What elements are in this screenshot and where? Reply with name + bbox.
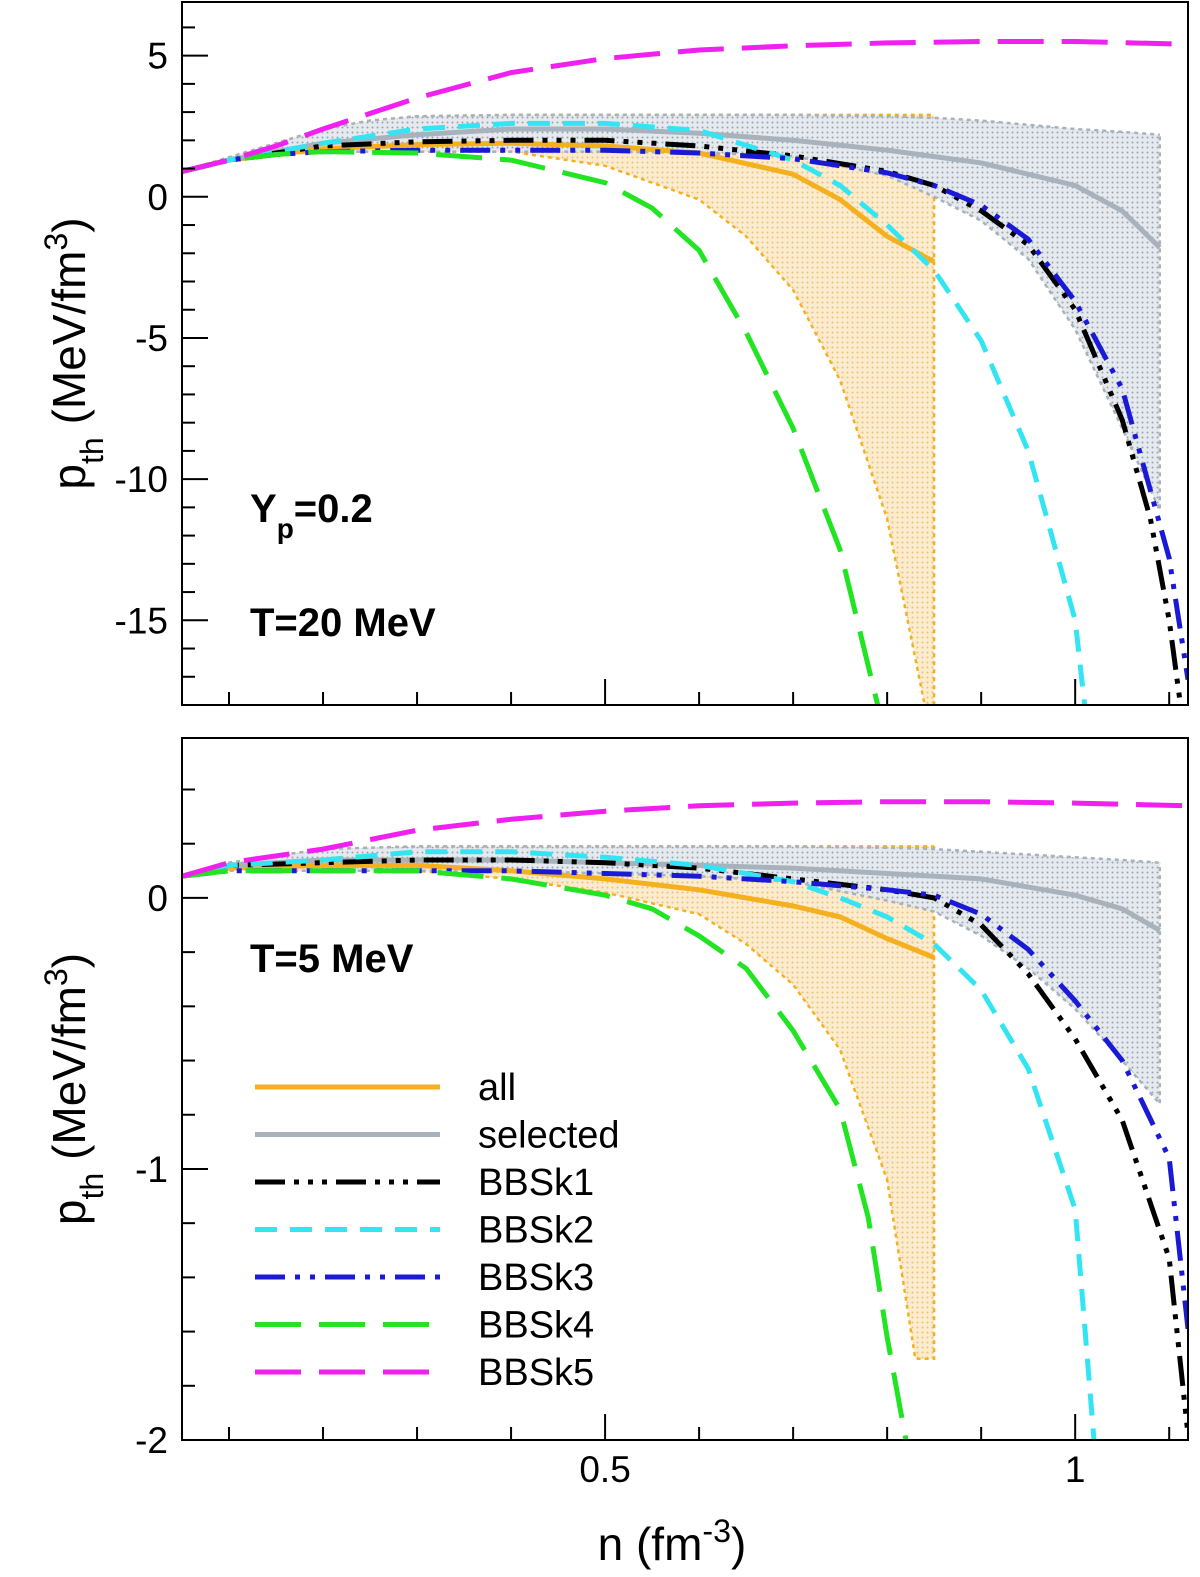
legend-label: all (478, 1067, 516, 1109)
band-lower (182, 134, 1162, 511)
legend-label: BBSk4 (478, 1305, 594, 1347)
x-axis-label: n (fm-3) (598, 1513, 747, 1570)
band-fill (182, 846, 935, 1359)
y-tick-label: -5 (135, 318, 168, 359)
x-tick-label: 0.5 (579, 1449, 630, 1490)
line (182, 862, 936, 960)
label-part: p (43, 1200, 95, 1226)
y-tick-label: -1 (135, 1149, 168, 1190)
label-part: p (43, 464, 95, 490)
line (182, 39, 1188, 174)
y-tick-label: -2 (135, 1420, 168, 1461)
line (182, 149, 881, 705)
label-part: (MeV/fm (43, 251, 95, 438)
label-part: th (74, 437, 110, 464)
label-part: n (fm (598, 1518, 703, 1570)
label-part: th (74, 1173, 110, 1200)
line (182, 120, 1088, 705)
label-part: T=20 MeV (250, 601, 436, 645)
plot-frame (181, 1, 1189, 706)
legend-label: BBSk2 (478, 1210, 594, 1252)
line (182, 137, 1183, 705)
line (182, 868, 1188, 1330)
legend-label: BBSk5 (478, 1352, 594, 1394)
label-part: ) (43, 217, 95, 232)
y-axis-label: pth (MeV/fm3) (38, 953, 110, 1225)
label-part: (MeV/fm (43, 986, 95, 1173)
y-tick-label: 5 (147, 36, 168, 77)
annotation: T=20 MeV (250, 601, 436, 645)
x-tick-label: 1 (1065, 1449, 1086, 1490)
plot-area (182, 799, 1188, 1440)
band-upper (182, 845, 1160, 878)
label-part: ) (731, 1518, 746, 1570)
band-lower (182, 862, 1162, 1108)
line (182, 799, 1188, 879)
label-part: 3 (38, 233, 74, 251)
line (182, 147, 1188, 680)
legend-label: BBSk1 (478, 1162, 594, 1204)
band-fill (182, 114, 1160, 511)
label-part: T=5 MeV (250, 937, 414, 981)
line (182, 868, 909, 1440)
y-tick-label: 0 (147, 177, 168, 218)
y-tick-label: 0 (147, 878, 168, 919)
plot-frame (181, 737, 1189, 1441)
label-part: =0.2 (294, 487, 373, 531)
label-part: -3 (702, 1513, 731, 1549)
band-lower (182, 114, 936, 705)
y-tick-label: -15 (115, 600, 168, 641)
annotation: Yp=0.2 (250, 487, 373, 544)
label-part: Y (250, 487, 277, 531)
y-tick-label: -10 (115, 459, 168, 500)
label-part: 3 (38, 968, 74, 986)
band-lower (182, 846, 936, 1360)
legend-label: BBSk3 (478, 1257, 594, 1299)
label-part: ) (43, 953, 95, 968)
y-axis-label: pth (MeV/fm3) (38, 217, 110, 489)
band-fill (182, 114, 935, 705)
legend-label: selected (478, 1115, 620, 1157)
annotation: T=5 MeV (250, 937, 414, 981)
plot-area (182, 39, 1188, 705)
line (182, 849, 1097, 1440)
band-fill (182, 846, 1160, 1104)
label-part: p (277, 513, 294, 544)
